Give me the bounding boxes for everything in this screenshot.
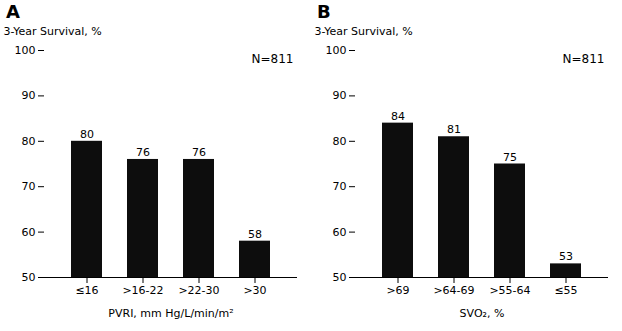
svg-text:SVO₂, %: SVO₂, %	[460, 307, 505, 320]
svg-text:>16-22: >16-22	[122, 284, 163, 297]
svg-text:≤55: ≤55	[554, 284, 577, 297]
html-text:B: B	[317, 1, 331, 22]
svg-text:53: 53	[559, 250, 573, 263]
svg-text:70: 70	[333, 180, 347, 193]
svg-text:90: 90	[22, 89, 36, 102]
svg-text:>64-69: >64-69	[433, 284, 474, 297]
svg-text:80: 80	[80, 128, 94, 141]
svg-text:84: 84	[391, 110, 405, 123]
svg-text:100: 100	[326, 44, 347, 57]
svg-text:60: 60	[22, 226, 36, 239]
svg-text:75: 75	[503, 151, 517, 164]
svg-text:N=811: N=811	[563, 52, 605, 66]
svg-text:81: 81	[447, 123, 461, 136]
svg-text:>55-64: >55-64	[489, 284, 530, 297]
svg-text:>30: >30	[243, 284, 266, 297]
html-text:A: A	[6, 1, 20, 22]
svg-text:>22-30: >22-30	[178, 284, 219, 297]
svg-text:80: 80	[22, 135, 36, 148]
svg-text:50: 50	[22, 271, 36, 284]
svg-text:76: 76	[192, 146, 206, 159]
svg-text:≤16: ≤16	[75, 284, 98, 297]
svg-text:50: 50	[333, 271, 347, 284]
svg-text:58: 58	[248, 228, 262, 241]
svg-text:3-Year Survival, %: 3-Year Survival, %	[4, 25, 102, 38]
svg-text:PVRI, mm Hg/L/min/m²: PVRI, mm Hg/L/min/m²	[108, 307, 233, 320]
svg-text:70: 70	[22, 180, 36, 193]
svg-text:90: 90	[333, 89, 347, 102]
svg-text:3-Year Survival, %: 3-Year Survival, %	[315, 25, 413, 38]
svg-text:>69: >69	[386, 284, 409, 297]
svg-text:80: 80	[333, 135, 347, 148]
svg-text:76: 76	[136, 146, 150, 159]
svg-text:N=811: N=811	[252, 52, 294, 66]
svg-text:60: 60	[333, 226, 347, 239]
svg-text:100: 100	[15, 44, 36, 57]
